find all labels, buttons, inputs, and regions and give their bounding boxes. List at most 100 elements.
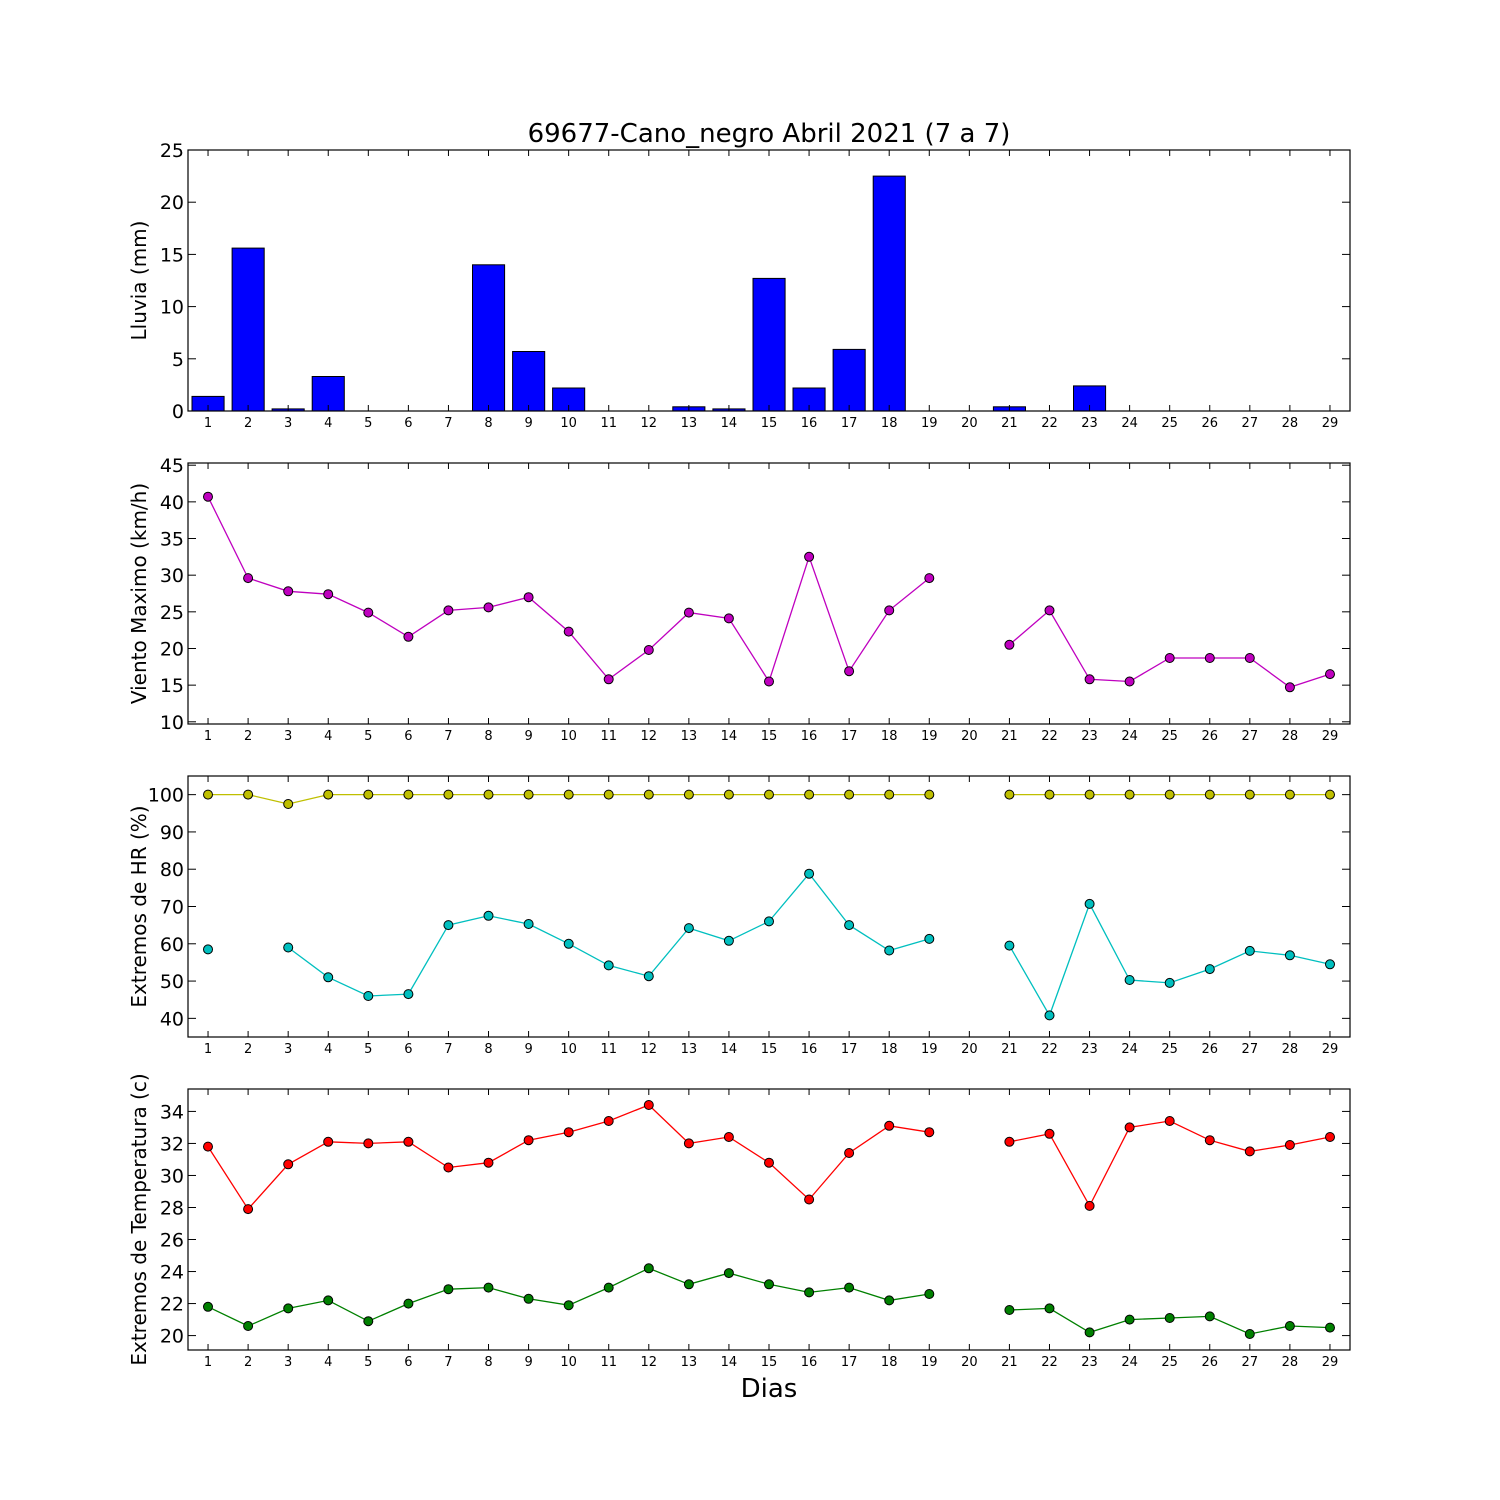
x-tick-label: 22 xyxy=(1041,416,1058,431)
x-tick-label: 29 xyxy=(1322,1355,1339,1370)
series-2-point-day-25 xyxy=(1164,977,1175,988)
x-tick-label: 12 xyxy=(641,1355,658,1370)
series-2-point-day-28 xyxy=(1284,1321,1295,1331)
x-tick-label: 2 xyxy=(244,1355,252,1370)
y-tick-label: 100 xyxy=(148,785,184,807)
x-tick-label: 18 xyxy=(881,416,898,431)
series-1-point-day-10 xyxy=(563,789,574,800)
x-tick-label: 5 xyxy=(364,416,372,431)
x-tick-label: 25 xyxy=(1161,416,1178,431)
series-2-point-day-26 xyxy=(1204,964,1215,975)
series-1-point-day-12 xyxy=(643,645,654,655)
x-tick-label: 8 xyxy=(484,1355,492,1370)
x-tick-label: 29 xyxy=(1322,729,1339,744)
y-tick-label: 40 xyxy=(160,1008,184,1030)
series-2-point-day-8 xyxy=(483,910,494,921)
x-tick-label: 23 xyxy=(1081,729,1098,744)
series-1-point-day-17 xyxy=(844,1148,855,1158)
x-tick-label: 1 xyxy=(204,729,212,744)
x-tick-label: 26 xyxy=(1201,1042,1218,1057)
series-1-point-day-6 xyxy=(403,631,414,642)
x-tick-label: 19 xyxy=(921,416,938,431)
x-tick-label: 10 xyxy=(560,1042,577,1057)
series-1-line xyxy=(207,1104,930,1211)
x-tick-label: 17 xyxy=(841,1355,858,1370)
series-1-point-day-27 xyxy=(1244,789,1255,800)
x-tick-label: 13 xyxy=(681,729,698,744)
series-1-point-day-16 xyxy=(804,789,815,800)
y-axis-label: Extremos de Temperatura (c) xyxy=(127,1073,151,1365)
x-tick-label: 13 xyxy=(681,1042,698,1057)
series-1-point-day-3 xyxy=(283,1159,294,1170)
x-tick-label: 1 xyxy=(204,416,212,431)
x-tick-label: 29 xyxy=(1322,416,1339,431)
x-tick-label: 8 xyxy=(484,729,492,744)
series-1-point-day-7 xyxy=(443,1162,454,1173)
series-1-point-day-21 xyxy=(1004,789,1015,800)
x-tick-label: 18 xyxy=(881,1355,898,1370)
x-tick-label: 16 xyxy=(801,1042,818,1057)
series-1-point-day-19 xyxy=(924,1127,935,1138)
panel-4: 1 2 3 4 5 6 7 8 9 10 11 12 13 14 15 16 17 18 19 20 21 22 23 24 2… xyxy=(127,1073,1351,1370)
series-2-point-day-27 xyxy=(1244,1329,1255,1339)
bar-day-9 xyxy=(512,351,546,412)
series-1-point-day-13 xyxy=(683,1138,694,1149)
series-2-point-day-3 xyxy=(283,942,294,953)
x-tick-label: 2 xyxy=(244,416,252,431)
x-tick-label: 8 xyxy=(484,1042,492,1057)
series-1-point-day-25 xyxy=(1164,789,1175,800)
panel-3-frame xyxy=(187,775,1351,1038)
x-tick-label: 19 xyxy=(921,1355,938,1370)
y-tick-label: 15 xyxy=(160,244,184,266)
x-tick-label: 18 xyxy=(881,729,898,744)
series-1-point-day-3 xyxy=(283,586,294,597)
x-tick-label: 13 xyxy=(681,1355,698,1370)
series-1-point-day-9 xyxy=(523,789,534,800)
x-tick-label: 12 xyxy=(641,1042,658,1057)
series-1-point-day-9 xyxy=(523,1135,534,1146)
series-1-point-day-22 xyxy=(1044,789,1055,800)
series-2-line xyxy=(287,872,930,997)
series-1-point-day-18 xyxy=(884,1120,895,1131)
series-2-point-day-12 xyxy=(643,1263,654,1274)
series-2-point-day-1 xyxy=(203,1301,213,1312)
series-1-point-day-23 xyxy=(1084,674,1095,685)
x-tick-label: 15 xyxy=(761,1355,778,1370)
series-2-point-day-14 xyxy=(723,1268,734,1279)
series-1-point-day-17 xyxy=(844,666,855,677)
y-tick-label: 32 xyxy=(160,1133,184,1155)
series-1-point-day-3 xyxy=(283,799,294,809)
x-tick-label: 3 xyxy=(284,1355,292,1370)
series-1-point-day-27 xyxy=(1244,653,1255,663)
series-1-point-day-19 xyxy=(924,573,935,584)
y-tick-label: 20 xyxy=(160,1326,184,1348)
series-1-point-day-9 xyxy=(523,592,534,603)
series-1-point-day-11 xyxy=(603,1116,614,1126)
y-tick-label: 26 xyxy=(160,1230,184,1252)
series-1-line xyxy=(1009,1120,1331,1208)
x-tick-label: 22 xyxy=(1041,729,1058,744)
x-tick-label: 29 xyxy=(1322,1042,1339,1057)
series-1-point-day-14 xyxy=(723,789,734,800)
series-2-point-day-4 xyxy=(323,972,334,983)
series-1-point-day-8 xyxy=(483,1157,494,1168)
series-2-point-day-10 xyxy=(563,1300,574,1311)
x-tick-label: 11 xyxy=(600,1042,617,1057)
y-tick-label: 40 xyxy=(160,492,184,514)
x-tick-label: 25 xyxy=(1161,1355,1178,1370)
x-tick-label: 19 xyxy=(921,1042,938,1057)
series-1-point-day-19 xyxy=(924,789,935,800)
x-tick-label: 11 xyxy=(600,416,617,431)
series-1-point-day-23 xyxy=(1084,789,1095,800)
x-tick-label: 3 xyxy=(284,729,292,744)
x-tick-label: 18 xyxy=(881,1042,898,1057)
x-tick-label: 15 xyxy=(761,416,778,431)
series-2-point-day-27 xyxy=(1244,945,1255,956)
series-2-point-day-12 xyxy=(643,971,654,982)
series-2-point-day-25 xyxy=(1164,1313,1175,1323)
series-2-point-day-6 xyxy=(403,989,414,1000)
y-axis-label: Viento Maximo (km/h) xyxy=(127,483,151,704)
y-tick-label: 24 xyxy=(160,1262,184,1284)
x-tick-label: 14 xyxy=(721,729,738,744)
